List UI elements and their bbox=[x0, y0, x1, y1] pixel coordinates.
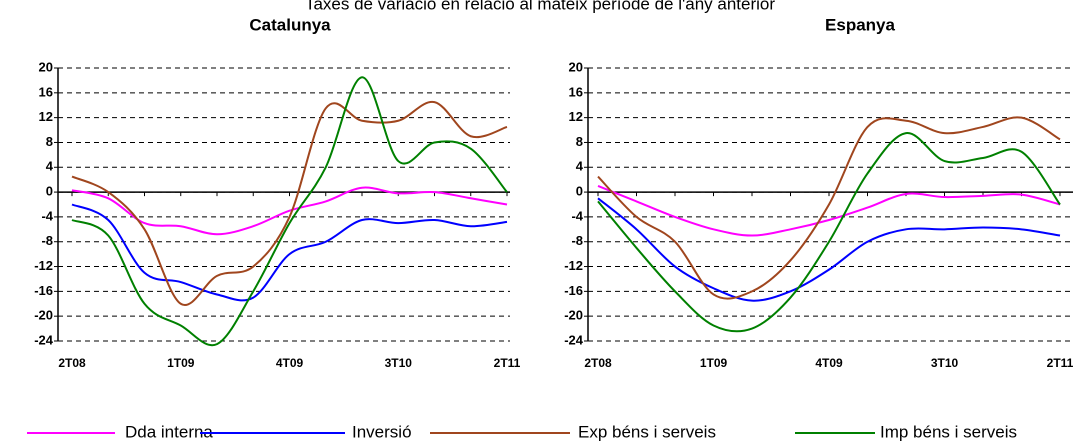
y-tick-label: -12 bbox=[564, 258, 583, 273]
x-tick-label: 1T09 bbox=[700, 356, 728, 370]
y-tick-label: -24 bbox=[564, 332, 584, 347]
y-tick-label: 0 bbox=[576, 184, 583, 199]
y-tick-label: 20 bbox=[569, 59, 583, 74]
legend-label: Exp béns i serveis bbox=[578, 422, 716, 441]
y-tick-label: 8 bbox=[46, 134, 53, 149]
series-line bbox=[597, 132, 1061, 333]
series-line bbox=[71, 76, 508, 347]
series-line bbox=[597, 197, 1061, 302]
legend-label: Imp béns i serveis bbox=[880, 422, 1017, 441]
y-tick-label: -12 bbox=[34, 258, 53, 273]
y-tick-label: 16 bbox=[569, 84, 583, 99]
series-line bbox=[71, 101, 508, 307]
y-tick-label: -16 bbox=[34, 283, 53, 298]
chart-title: Catalunya bbox=[249, 15, 331, 34]
y-tick-label: 0 bbox=[46, 184, 53, 199]
x-tick-label: 2T11 bbox=[1047, 356, 1074, 370]
x-tick-label: 3T10 bbox=[931, 356, 959, 370]
x-tick-label: 2T11 bbox=[494, 356, 521, 370]
legend-label: Dda interna bbox=[125, 422, 213, 441]
y-tick-label: -20 bbox=[34, 308, 53, 323]
y-tick-label: -16 bbox=[564, 283, 583, 298]
series-line bbox=[597, 116, 1061, 300]
y-tick-label: 16 bbox=[39, 84, 53, 99]
y-tick-label: 12 bbox=[569, 109, 583, 124]
y-tick-label: -4 bbox=[571, 208, 583, 223]
y-tick-label: 4 bbox=[576, 159, 584, 174]
y-tick-label: -20 bbox=[564, 308, 583, 323]
x-tick-label: 3T10 bbox=[385, 356, 413, 370]
y-tick-label: -8 bbox=[41, 233, 53, 248]
x-tick-label: 4T09 bbox=[276, 356, 304, 370]
series-line bbox=[71, 186, 508, 236]
y-tick-label: 20 bbox=[39, 59, 53, 74]
y-tick-label: 8 bbox=[576, 134, 583, 149]
legend-label: Inversió bbox=[352, 422, 412, 441]
y-tick-label: 12 bbox=[39, 109, 53, 124]
x-tick-label: 2T08 bbox=[58, 356, 86, 370]
x-tick-label: 4T09 bbox=[815, 356, 843, 370]
y-tick-label: -24 bbox=[34, 332, 54, 347]
series-line bbox=[597, 184, 1061, 237]
page-title: Taxes de variació en relació al mateix p… bbox=[305, 0, 775, 13]
x-tick-label: 1T09 bbox=[167, 356, 195, 370]
y-tick-label: 4 bbox=[46, 159, 54, 174]
chart-title: Espanya bbox=[825, 15, 895, 34]
series-line bbox=[71, 203, 508, 302]
y-tick-label: -4 bbox=[41, 208, 53, 223]
x-tick-label: 2T08 bbox=[584, 356, 612, 370]
y-tick-label: -8 bbox=[571, 233, 583, 248]
